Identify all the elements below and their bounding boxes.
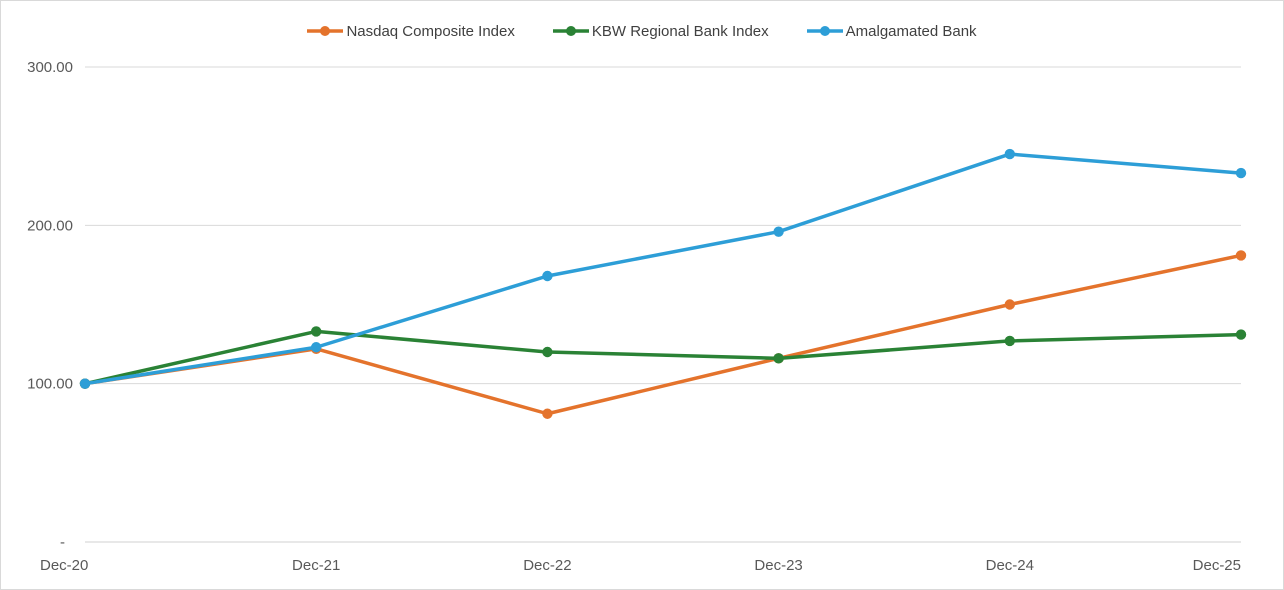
data-point-kbw-regional-bank-index-dec-24 bbox=[1004, 335, 1015, 347]
series-line-kbw-regional-bank-index bbox=[83, 329, 1243, 386]
data-point-nasdaq-composite-index-dec-22 bbox=[542, 408, 553, 419]
data-point-amalgamated-bank-dec-23 bbox=[773, 226, 784, 237]
legend-line-marker-icon bbox=[552, 26, 589, 36]
x-tick-label-dec-22: Dec-22 bbox=[523, 557, 571, 574]
legend-line-marker-icon bbox=[307, 26, 344, 36]
y-tick-label-200: 200.00 bbox=[27, 217, 73, 234]
legend-label: KBW Regional Bank Index bbox=[591, 22, 769, 40]
data-point-amalgamated-bank-dec-25 bbox=[1235, 167, 1247, 179]
legend-item-nasdaq-composite-index: Nasdaq Composite Index bbox=[307, 22, 515, 40]
data-point-kbw-regional-bank-index-dec-22 bbox=[542, 346, 553, 358]
x-tick-label-dec-23: Dec-23 bbox=[754, 557, 802, 574]
legend-label: Amalgamated Bank bbox=[845, 22, 977, 40]
y-tick-label-100: 100.00 bbox=[27, 376, 73, 393]
series-line-amalgamated-bank bbox=[83, 152, 1243, 386]
legend-line-marker-icon bbox=[806, 26, 843, 36]
data-point-kbw-regional-bank-index-dec-21 bbox=[311, 326, 322, 337]
x-tick-label-dec-25: Dec-25 bbox=[1193, 557, 1241, 574]
y-tick-label-300: 300.00 bbox=[27, 59, 73, 76]
data-point-kbw-regional-bank-index-dec-23 bbox=[773, 353, 784, 364]
data-point-amalgamated-bank-dec-24 bbox=[1004, 148, 1015, 160]
legend-item-amalgamated-bank: Amalgamated Bank bbox=[806, 22, 977, 40]
y-tick-label-0: - bbox=[60, 534, 65, 551]
data-point-nasdaq-composite-index-dec-25 bbox=[1235, 250, 1247, 261]
data-point-amalgamated-bank-dec-21 bbox=[311, 342, 322, 353]
data-point-amalgamated-bank-dec-22 bbox=[542, 270, 553, 282]
legend-item-kbw-regional-bank-index: KBW Regional Bank Index bbox=[552, 22, 769, 40]
legend-label: Nasdaq Composite Index bbox=[346, 22, 515, 40]
chart-legend: Nasdaq Composite Index KBW Regional Bank … bbox=[1, 21, 1283, 41]
series-line-nasdaq-composite-index bbox=[83, 253, 1243, 416]
x-tick-label-dec-24: Dec-24 bbox=[986, 557, 1034, 574]
data-point-amalgamated-bank-dec-20 bbox=[79, 378, 91, 389]
x-tick-label-dec-21: Dec-21 bbox=[292, 557, 340, 574]
data-point-nasdaq-composite-index-dec-24 bbox=[1004, 299, 1015, 310]
x-tick-label-dec-20: Dec-20 bbox=[40, 557, 88, 574]
data-point-kbw-regional-bank-index-dec-25 bbox=[1235, 329, 1247, 340]
